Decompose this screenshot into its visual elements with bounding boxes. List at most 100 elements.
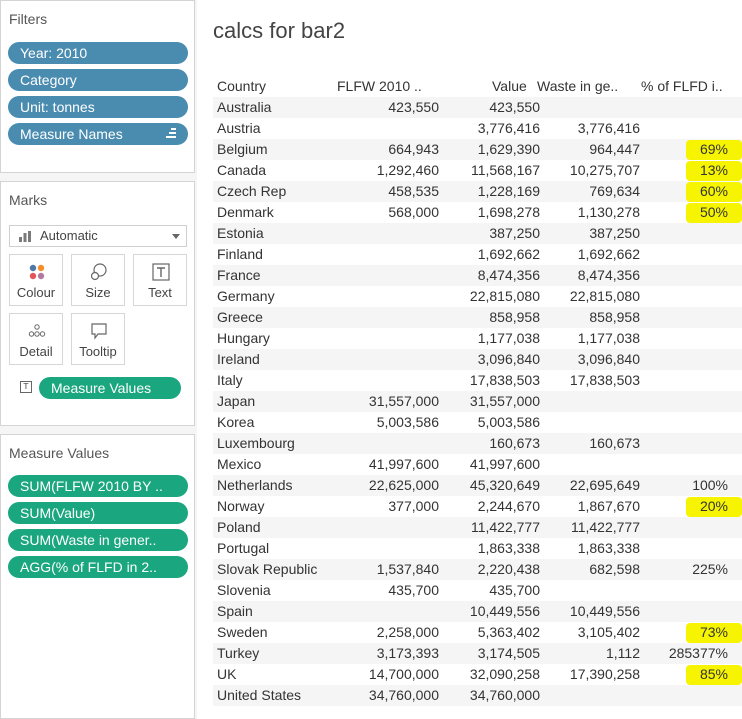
filter-pill-year[interactable]: Year: 2010 [8, 42, 188, 64]
country-cell: Mexico [217, 456, 262, 472]
value-cell: 8,474,356 [477, 267, 540, 283]
country-cell: Korea [217, 414, 255, 430]
country-cell: Norway [217, 498, 265, 514]
country-cell: UK [217, 666, 237, 682]
country-cell: Canada [217, 162, 267, 178]
value-cell: 5,003,586 [477, 414, 540, 430]
pct-flfd-cell [638, 118, 728, 139]
waste-cell [530, 391, 640, 412]
country-cell: Italy [217, 372, 243, 388]
table-row: Austria 3,776,416 3,776,416 [213, 118, 742, 139]
table-row: Hungary 1,177,038 1,177,038 [213, 328, 742, 349]
pct-flfd-cell [638, 517, 728, 538]
pct-flfd-cell: 50% [699, 204, 728, 220]
size-icon [90, 263, 107, 281]
filter-pill-measure-names[interactable]: Measure Names [8, 123, 188, 145]
table-row: UK 14,700,000 32,090,258 17,390,258 85% [213, 664, 742, 685]
country-cell: Portugal [217, 540, 270, 556]
value-cell: 1,228,169 [477, 183, 540, 199]
value-cell: 10,449,556 [469, 603, 540, 619]
header-country[interactable]: Country [217, 78, 267, 94]
measure-pill-waste[interactable]: SUM(Waste in gener.. [8, 529, 188, 551]
size-button[interactable]: Size [71, 254, 125, 306]
flfw-cell: 14,700,000 [368, 666, 439, 682]
country-cell: Greece [217, 309, 263, 325]
tooltip-label: Tooltip [79, 344, 117, 359]
flfw-cell: 435,700 [388, 582, 439, 598]
highlight-mark [686, 665, 742, 685]
country-cell: Denmark [217, 204, 274, 220]
waste-cell: 3,096,840 [577, 351, 640, 367]
pct-flfd-cell: 100% [692, 477, 728, 493]
pct-flfd-cell [638, 349, 728, 370]
pct-flfd-cell [638, 454, 728, 475]
table-row: Korea 5,003,586 5,003,586 [213, 412, 742, 433]
bar-chart-icon [19, 231, 31, 242]
pct-flfd-cell [638, 412, 728, 433]
waste-cell: 17,390,258 [569, 666, 640, 682]
measure-pill-flfw[interactable]: SUM(FLFW 2010 BY .. [8, 475, 188, 497]
header-value[interactable]: Value [492, 78, 527, 94]
table-row: Slovenia 435,700 435,700 [213, 580, 742, 601]
colour-button[interactable]: Colour [9, 254, 63, 306]
pct-flfd-cell [638, 265, 728, 286]
measure-pill-pct-flfd[interactable]: AGG(% of FLFD in 2.. [8, 556, 188, 578]
table-row: Belgium 664,943 1,629,390 964,447 69% [213, 139, 742, 160]
measure-values-card: Measure Values SUM(FLFW 2010 BY .. SUM(V… [0, 434, 195, 719]
flfw-cell [339, 223, 439, 244]
text-shelf-icon: T [20, 381, 32, 393]
pct-flfd-cell: 285377% [668, 645, 728, 661]
marks-measure-values-pill[interactable]: Measure Values [39, 377, 181, 399]
pct-flfd-cell [638, 685, 728, 706]
value-cell: 41,997,600 [469, 456, 540, 472]
table-row: Mexico 41,997,600 41,997,600 [213, 454, 742, 475]
waste-cell: 11,422,777 [570, 519, 640, 535]
value-cell: 1,629,390 [477, 141, 540, 157]
table-row: Poland 11,422,777 11,422,777 [213, 517, 742, 538]
value-cell: 1,698,278 [477, 204, 540, 220]
flfw-cell [339, 601, 439, 622]
pct-flfd-cell: 20% [699, 498, 728, 514]
flfw-cell [339, 370, 439, 391]
mark-type-dropdown[interactable]: Automatic [9, 225, 187, 247]
measure-pill-value[interactable]: SUM(Value) [8, 502, 188, 524]
flfw-cell: 41,997,600 [368, 456, 439, 472]
pill-label: AGG(% of FLFD in 2.. [20, 559, 157, 575]
mark-type-label: Automatic [40, 228, 98, 243]
value-cell: 17,838,503 [469, 372, 540, 388]
header-waste[interactable]: Waste in ge.. [537, 78, 619, 94]
text-button[interactable]: Text [133, 254, 187, 306]
table-row: Denmark 568,000 1,698,278 1,130,278 50% [213, 202, 742, 223]
flfw-cell [339, 328, 439, 349]
pct-flfd-cell [638, 370, 728, 391]
flfw-cell [339, 433, 439, 454]
country-cell: Turkey [217, 645, 260, 661]
highlight-mark [686, 140, 742, 160]
waste-cell [530, 412, 640, 433]
waste-cell: 1,867,670 [577, 498, 640, 514]
tooltip-button[interactable]: Tooltip [71, 313, 125, 365]
value-cell: 387,250 [489, 225, 540, 241]
filter-pill-category[interactable]: Category [8, 69, 188, 91]
table-row: Estonia 387,250 387,250 [213, 223, 742, 244]
waste-cell: 387,250 [589, 225, 640, 241]
detail-button[interactable]: Detail [9, 313, 63, 365]
table-row: Germany 22,815,080 22,815,080 [213, 286, 742, 307]
pct-flfd-cell: 69% [699, 141, 728, 157]
waste-cell: 1,177,038 [577, 330, 640, 346]
table-row: Netherlands 22,625,000 45,320,649 22,695,64… [213, 475, 742, 496]
highlight-mark [686, 497, 742, 517]
pill-label: SUM(Waste in gener.. [20, 532, 157, 548]
flfw-cell: 5,003,586 [376, 414, 439, 430]
waste-cell: 1,112 [606, 645, 640, 661]
waste-cell [530, 97, 640, 118]
highlight-mark [686, 182, 742, 202]
table-row: Australia 423,550 423,550 [213, 97, 742, 118]
header-pct-flfd[interactable]: % of FLFD i.. [641, 78, 723, 94]
filter-pill-unit[interactable]: Unit: tonnes [8, 96, 188, 118]
pct-flfd-cell: 13% [699, 162, 728, 178]
value-cell: 1,177,038 [477, 330, 540, 346]
pct-flfd-cell [638, 433, 728, 454]
header-flfw[interactable]: FLFW 2010 .. [337, 78, 422, 94]
value-cell: 32,090,258 [469, 666, 540, 682]
